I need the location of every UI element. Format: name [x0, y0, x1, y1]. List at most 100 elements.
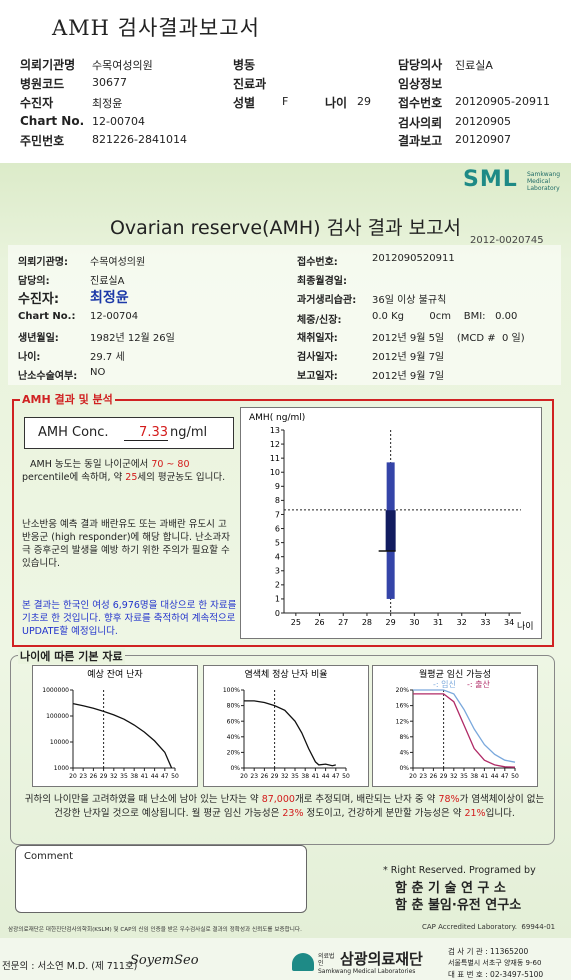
- basic-section-box: [10, 655, 555, 845]
- info-value: 36일 이상 불규칙: [372, 295, 447, 306]
- info-label: 채취일자:: [297, 333, 338, 344]
- chart-title: 월평균 임신 가능성: [419, 668, 491, 680]
- x-tick-label: 44: [491, 773, 499, 780]
- y-tick-label: 0%: [230, 765, 240, 772]
- highlight: 78%: [438, 794, 460, 805]
- y-tick-label: 60%: [227, 718, 241, 725]
- y-tick-label: 13: [270, 426, 280, 435]
- x-tick-label: 47: [161, 773, 169, 780]
- x-tick-label: 28: [362, 618, 372, 627]
- report: SML Samkwang Medical Laboratory Ovarian re…: [0, 163, 571, 980]
- y-tick-label: 5: [275, 538, 280, 547]
- footer-cap: CAP Accredited Laboratory. 69944-01: [422, 923, 556, 931]
- y-tick-label: 6: [275, 524, 280, 533]
- field-label: 나이: [325, 96, 348, 110]
- x-tick-label: 50: [342, 773, 350, 780]
- x-tick-label: 47: [501, 773, 509, 780]
- logo: SML: [463, 167, 518, 192]
- field-label: 접수번호: [398, 96, 443, 110]
- report-number: 2012-0020745: [470, 235, 544, 246]
- field-value: 진료실A: [455, 59, 493, 72]
- y-tick-label: 40%: [227, 734, 241, 741]
- y-tick-label: 1000000: [42, 687, 69, 694]
- y-tick-label: 100%: [223, 687, 240, 694]
- field-label: 병원코드: [20, 77, 65, 91]
- header-title: AMH 검사결과보고서: [52, 16, 260, 40]
- info-value: 29.7 세: [90, 352, 125, 363]
- x-tick-label: 32: [281, 773, 289, 780]
- info-label: 과거생리습관:: [297, 295, 357, 306]
- highlight: 25: [125, 472, 138, 483]
- highlight: 87,000: [261, 794, 295, 805]
- chart-title: 염색체 정상 난자 비율: [244, 669, 327, 680]
- info-value: 1982년 12월 26일: [90, 333, 175, 344]
- y-tick-label: 11: [270, 454, 280, 463]
- x-tick-label: 41: [481, 773, 489, 780]
- info-value: NO: [90, 367, 106, 378]
- info-value: 12-00704: [90, 311, 139, 322]
- info-label: Chart No.:: [18, 311, 76, 322]
- x-tick-label: 29: [386, 618, 396, 627]
- info-label: 나이:: [18, 352, 41, 363]
- x-tick-label: 31: [433, 618, 443, 627]
- y-tick-label: 12: [270, 440, 280, 449]
- text: 정도이고, 건강하게 분만할 가능성은 약: [303, 808, 465, 819]
- credit: 함 춘 불임·유전 연구소: [395, 898, 522, 913]
- x-tick-label: 41: [312, 773, 320, 780]
- text: AMH 농도는 동일 나이군에서: [30, 459, 152, 470]
- text: 귀하의 나이만을 고려하였을 때 난소에 남아 있는 난자는 약: [24, 794, 262, 805]
- x-tick-label: 23: [250, 773, 258, 780]
- credit: * Right Reserved. Programed by: [383, 865, 536, 876]
- x-axis-title: 나이: [517, 621, 534, 632]
- series-line: [413, 693, 516, 768]
- y-tick-label: 4%: [399, 750, 409, 757]
- y-tick-label: 20%: [227, 750, 241, 757]
- lab: 검 사 기 관 : 11365200: [448, 947, 529, 956]
- info-value: 0.0 Kg 0cm BMI: 0.00: [372, 311, 518, 322]
- amh-section-title: AMH 결과 및 분석: [20, 391, 115, 407]
- field-label: 주민번호: [20, 134, 65, 148]
- amh-chart-panel: 0 1 2 3 4 5 6 7 8 9 10 11 12 13 25 26 27 28 29 30 31 32 33 34 AM…: [240, 407, 542, 639]
- legend-entry: -: 임신: [433, 680, 456, 689]
- x-tick-label: 38: [301, 773, 309, 780]
- mini-chart: 예상 잔여 난자 1000 10000 100000 1000000 20 23 26 29 32…: [42, 668, 179, 780]
- mini-chart-panel: 예상 잔여 난자 1000 10000 100000 1000000 20 23 26 29 32…: [32, 665, 198, 787]
- box: [385, 510, 396, 552]
- x-tick-label: 33: [480, 618, 490, 627]
- field-label: 임상정보: [398, 77, 443, 91]
- footer-notice: 삼광의료재단은 대한진단검사의학회(KSLM) 및 CAP의 신임 인증을 받은…: [8, 927, 302, 933]
- y-tick-label: 8: [275, 496, 280, 505]
- field-label: 수진자: [20, 96, 54, 110]
- credit: 함 춘 기 술 연 구 소: [395, 881, 506, 896]
- summary: 귀하의 나이만을 고려하였을 때 난소에 남아 있는 난자는 약 87,000개…: [22, 793, 547, 821]
- info-value: 수목여성의원: [90, 257, 146, 268]
- y-tick-label: 100000: [46, 713, 69, 720]
- x-tick-label: 29: [271, 773, 279, 780]
- basic-section-title: 나이에 따른 기본 자료: [18, 648, 125, 664]
- amh-label: AMH Conc.: [38, 425, 109, 440]
- footer-bar: [0, 938, 571, 980]
- phone: 대 표 번 호 : 02-3497-5100: [448, 970, 544, 979]
- x-tick-label: 20: [240, 773, 248, 780]
- y-tick-label: 9: [275, 482, 280, 491]
- x-tick-label: 35: [291, 773, 299, 780]
- field-value: 최정윤: [92, 97, 123, 110]
- amh-unit: ng/ml: [170, 425, 208, 440]
- field-label: 의뢰기관명: [20, 58, 76, 72]
- info-value: 2012년 9월 7일: [372, 371, 445, 382]
- x-tick-label: 41: [141, 773, 149, 780]
- x-tick-label: 32: [450, 773, 458, 780]
- info-value: 진료실A: [90, 276, 125, 287]
- x-tick-label: 27: [338, 618, 348, 627]
- y-tick-label: 12%: [396, 718, 410, 725]
- info-label: 의뢰기관명:: [18, 257, 68, 268]
- info-label: 난소수술여부:: [18, 371, 78, 382]
- series-line: [413, 689, 516, 763]
- org-prefix: 의료법인: [318, 953, 335, 967]
- x-tick-label: 25: [291, 618, 301, 627]
- x-tick-label: 50: [171, 773, 179, 780]
- comment-box: [15, 845, 307, 913]
- x-tick-label: 29: [100, 773, 108, 780]
- text: 입니다.: [485, 808, 515, 819]
- text: 개로 추정되며, 배란되는 난자 중 약: [294, 794, 439, 805]
